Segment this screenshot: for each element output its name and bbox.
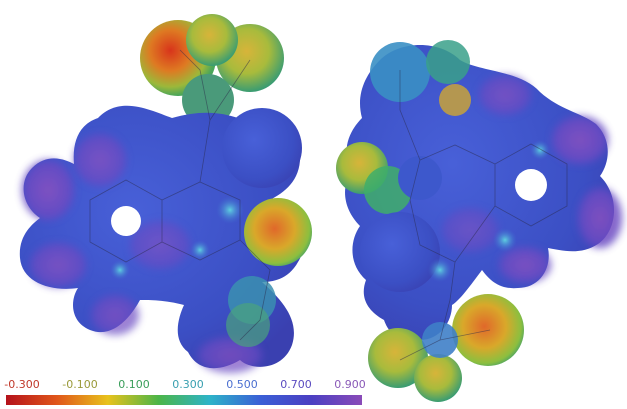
colorbar-tick-label: 0.300 <box>172 378 204 391</box>
molecule-right <box>336 40 622 402</box>
positive-region-left-5 <box>91 295 139 335</box>
positive-region-left-4 <box>130 221 190 269</box>
colorbar-gradient <box>6 395 362 405</box>
cyan-highlight-right-1 <box>493 228 517 252</box>
positive-region-left-2 <box>74 134 126 186</box>
bond-wireframe-right <box>399 70 568 361</box>
cyan-highlight-right-2 <box>428 258 452 282</box>
heteroatom-sphere-right-2 <box>398 156 442 200</box>
neutral-lobe-top-mid <box>186 14 238 66</box>
positive-region-right-4 <box>479 75 531 115</box>
colorbar-tick-label: -0.100 <box>62 378 98 391</box>
yellow-spot-right <box>439 84 471 116</box>
colorbar-tick-label: 0.700 <box>280 378 312 391</box>
positive-region-left-3 <box>30 243 86 287</box>
heteroatom-sphere-left <box>222 108 302 188</box>
colorbar-tick-label: -0.300 <box>4 378 40 391</box>
colorbar-tick-label: 0.500 <box>226 378 258 391</box>
neutral-lobe-bottom-right-2 <box>414 354 462 402</box>
ring-hole-right <box>515 169 547 201</box>
top-substituent-right-2 <box>426 40 470 84</box>
positive-region-left-1 <box>22 160 74 220</box>
positive-region-right-2 <box>578 188 622 248</box>
colorbar-tick-label: 0.100 <box>118 378 150 391</box>
cyan-highlight-1 <box>216 196 244 224</box>
molecule-left <box>19 14 312 373</box>
positive-region-right-5 <box>442 208 498 252</box>
positive-region-right-3 <box>499 247 551 283</box>
neutral-lobe-bottom <box>226 303 270 347</box>
neutral-lobe-bottom-right-1 <box>368 328 428 388</box>
bond-wireframe-left <box>89 49 271 341</box>
colorbar-tick-label: 0.900 <box>334 378 366 391</box>
linker-lobe <box>182 74 234 126</box>
negative-lobe-right <box>244 198 312 266</box>
ring-hole-left <box>111 206 141 236</box>
positive-region-right-1 <box>552 116 608 164</box>
cyan-highlight-3 <box>190 240 210 260</box>
heteroatom-sphere-right <box>360 212 440 292</box>
cyan-highlight-right-3 <box>530 140 550 160</box>
cyan-highlight-2 <box>110 260 130 280</box>
